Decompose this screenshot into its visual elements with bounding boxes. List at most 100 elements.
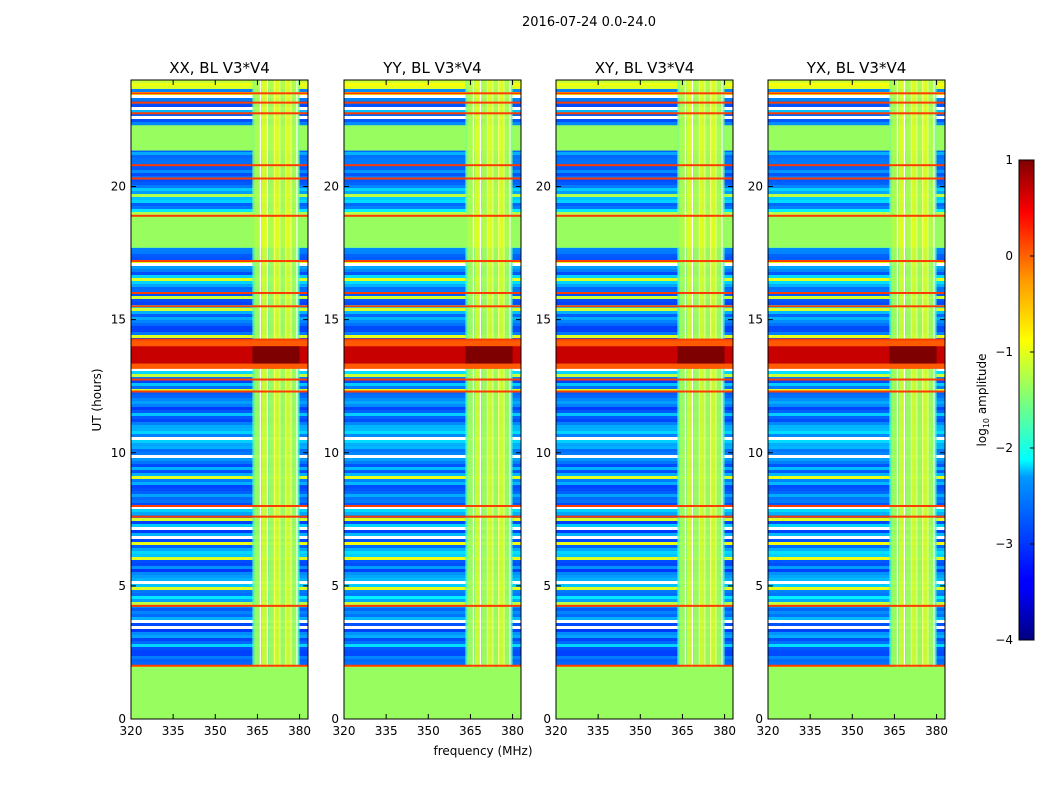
colorbar-tick-label: −2: [995, 441, 1013, 455]
heatmap-row: [556, 206, 733, 209]
rfi-line: [891, 80, 898, 668]
heatmap-row: [556, 437, 733, 440]
heatmap-row: [131, 590, 308, 593]
heatmap-row: [556, 332, 733, 335]
heatmap-row: [131, 554, 308, 557]
panel-4: YX, BL V3*V4 320 335 350 365 380 0 5 10 15 20: [748, 59, 948, 738]
heatmap-row: [131, 95, 308, 98]
heatmap-row: [768, 161, 945, 164]
heatmap-row: [131, 182, 308, 185]
x-tick-label: 320: [545, 724, 568, 738]
rfi-line: [279, 80, 286, 668]
x-tick-label: 350: [629, 724, 652, 738]
heatmap-row: [131, 644, 308, 647]
rfi-line: [498, 80, 505, 668]
heatmap-row: [556, 257, 733, 260]
heatmap-row: [768, 512, 945, 515]
heatmap-row: [768, 464, 945, 467]
heatmap-row: [344, 476, 521, 479]
rfi-line: [474, 80, 481, 668]
heatmap-row: [344, 80, 521, 83]
heatmap-row: [131, 206, 308, 209]
heatmap-row: [344, 416, 521, 419]
red-rfi-line: [768, 214, 945, 217]
heatmap-row: [344, 377, 521, 380]
heatmap-row: [556, 371, 733, 374]
heatmap-row: [556, 596, 733, 599]
heatmap-row: [768, 410, 945, 413]
heatmap-row: [556, 626, 733, 629]
heatmap-row: [556, 119, 733, 122]
heatmap-row: [556, 572, 733, 575]
heatmap-row: [344, 191, 521, 194]
heatmap-row: [768, 506, 945, 509]
heatmap-row: [768, 467, 945, 470]
heatmap-row: [344, 653, 521, 656]
heatmap-row: [768, 110, 945, 113]
heatmap-row: [131, 617, 308, 620]
heatmap-row: [344, 614, 521, 617]
heatmap-row: [131, 434, 308, 437]
y-tick-label: 10: [111, 446, 126, 460]
heatmap-row: [131, 161, 308, 164]
heatmap-row: [556, 629, 733, 632]
heatmap-row: [768, 440, 945, 443]
y-tick-label: 5: [755, 579, 763, 593]
red-rfi-line: [131, 338, 308, 341]
heatmap-row: [768, 122, 945, 125]
heatmap-row: [131, 89, 308, 92]
heatmap-row: [556, 536, 733, 539]
heatmap-row: [131, 413, 308, 416]
heatmap-row: [131, 410, 308, 413]
panel-1: XX, BL V3*V4 320 335 350 365 380 0 5 10 15 20: [111, 59, 311, 738]
heatmap-row: [556, 644, 733, 647]
heatmap-row: [344, 524, 521, 527]
heatmap-row: [768, 275, 945, 278]
heatmap-row: [556, 650, 733, 653]
rfi-line: [898, 80, 905, 668]
y-tick-label: 15: [324, 313, 339, 327]
heatmap-row: [344, 119, 521, 122]
heatmap-row: [131, 632, 308, 635]
heatmap-row: [131, 476, 308, 479]
heatmap-row: [556, 473, 733, 476]
heatmap-row: [344, 104, 521, 107]
heatmap-row: [344, 95, 521, 98]
heatmap-row: [344, 449, 521, 452]
heatmap-row: [344, 656, 521, 659]
heatmap-row: [131, 464, 308, 467]
heatmap-row: [344, 617, 521, 620]
red-rfi-line: [131, 164, 308, 167]
red-rfi-line: [344, 378, 521, 381]
heatmap-row: [131, 176, 308, 179]
rfi-line: [911, 80, 918, 668]
heatmap-row: [768, 389, 945, 392]
heatmap-row: [556, 281, 733, 284]
x-tick-label: 380: [713, 724, 736, 738]
x-tick-label: 380: [925, 724, 948, 738]
red-rfi-line: [556, 338, 733, 341]
y-tick-label: 10: [324, 446, 339, 460]
heatmap-row: [344, 497, 521, 500]
x-tick-label: 365: [459, 724, 482, 738]
heatmap-row: [556, 323, 733, 326]
heatmap-row: [768, 251, 945, 254]
heatmap-row: [768, 200, 945, 203]
heatmap-image: [344, 80, 521, 719]
heatmap-row: [131, 524, 308, 527]
heatmap-row: [344, 644, 521, 647]
heatmap-row: [344, 410, 521, 413]
heatmap-row: [768, 581, 945, 584]
heatmap-row: [344, 167, 521, 170]
red-rfi-line: [556, 292, 733, 294]
heatmap-row: [768, 527, 945, 530]
heatmap-row: [768, 431, 945, 434]
red-rfi-line: [768, 378, 945, 381]
heatmap-row: [131, 155, 308, 158]
heatmap-row: [131, 449, 308, 452]
heatmap-row: [131, 581, 308, 584]
heatmap-row: [344, 311, 521, 314]
heatmap-row: [556, 512, 733, 515]
heatmap-row: [768, 383, 945, 386]
heatmap-row: [344, 542, 521, 545]
